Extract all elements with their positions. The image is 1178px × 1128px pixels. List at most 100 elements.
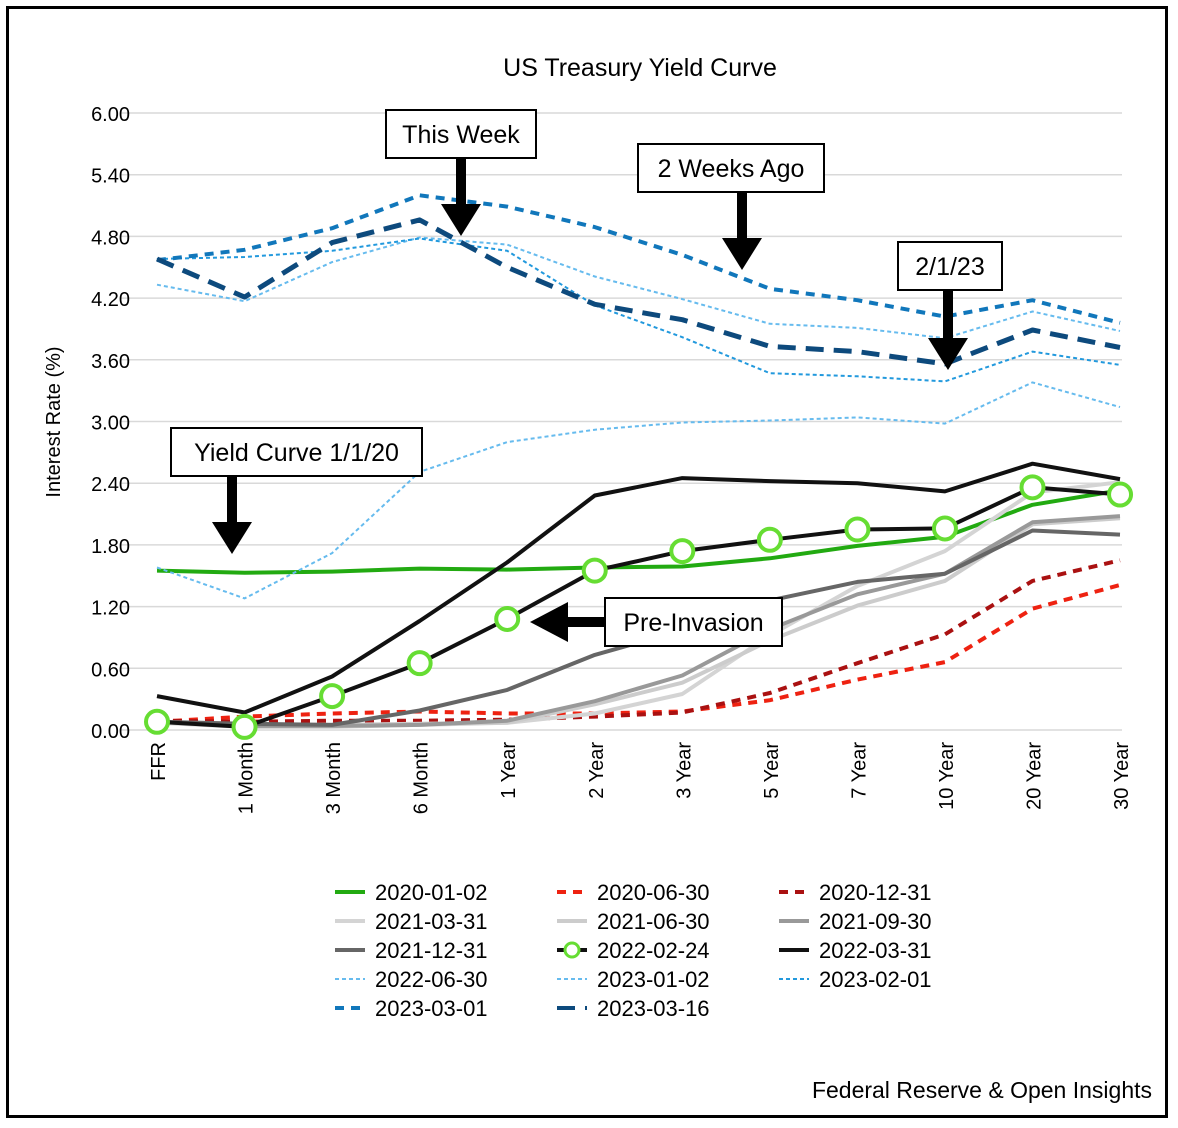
legend-item-2021-03-31: 2021-03-31 — [335, 909, 488, 934]
series-line-2020-12-31 — [156, 558, 1121, 724]
legend-label: 2021-03-31 — [375, 909, 488, 934]
x-tick-label: 30 Year — [1111, 742, 1133, 810]
series-marker-2022-02-24 — [231, 713, 258, 740]
annotation-arrow-head — [722, 238, 762, 270]
series-markers — [144, 474, 1134, 740]
y-tick-label: 1.80 — [91, 536, 130, 558]
annotation-arrow-shaft — [566, 617, 605, 627]
y-tick-label: 3.00 — [91, 413, 130, 435]
legend-item-2023-03-01: 2023-03-01 — [335, 996, 488, 1021]
legend-item-2020-01-02: 2020-01-02 — [335, 880, 488, 905]
legend-item-2021-09-30: 2021-09-30 — [779, 909, 932, 934]
y-tick-label: 3.60 — [91, 351, 130, 373]
series-lines — [156, 193, 1121, 729]
annotation-arrow-head — [530, 602, 568, 642]
legend-item-2022-03-31: 2022-03-31 — [779, 938, 932, 963]
annotation-arrow-shaft — [943, 290, 953, 340]
series-marker-2022-02-24 — [144, 708, 170, 735]
legend-item-2021-12-31: 2021-12-31 — [335, 938, 488, 963]
x-tick-label: 20 Year — [1024, 742, 1046, 810]
legend-label: 2020-12-31 — [819, 880, 932, 905]
series-marker-2022-02-24 — [1019, 474, 1046, 501]
legend-label: 2023-03-01 — [375, 996, 488, 1021]
series-line-2023-03-16 — [156, 217, 1121, 367]
y-tick-label: 5.40 — [91, 166, 130, 188]
series-marker-2022-02-24 — [756, 526, 783, 553]
legend-label: 2023-01-02 — [597, 967, 710, 992]
y-axis-ticks: 0.00 0.60 1.20 1.80 2.40 3.00 3.60 4.20 4.80 5.40… — [91, 104, 130, 743]
legend-marker — [563, 941, 581, 959]
series-line-2023-01-02 — [156, 236, 1121, 340]
series-marker-2022-02-24 — [406, 650, 433, 677]
series-marker-2022-02-24 — [319, 683, 346, 710]
series-line-2022-03-31 — [156, 461, 1121, 715]
y-tick-label: 4.20 — [91, 289, 130, 311]
annotation-arrow-head — [441, 204, 481, 236]
legend-item-2020-12-31: 2020-12-31 — [779, 880, 932, 905]
y-tick-label: 4.80 — [91, 227, 130, 249]
legend: 2020-01-02 2020-06-30 2020-12-31 2021-03-31… — [335, 880, 932, 1021]
annotation-arrow-shaft — [737, 192, 747, 240]
series-marker-2022-02-24 — [931, 515, 958, 542]
y-tick-label: 0.00 — [91, 721, 130, 743]
y-tick-label: 2.40 — [91, 474, 130, 496]
legend-item-2020-06-30: 2020-06-30 — [557, 880, 710, 905]
chart-title: US Treasury Yield Curve — [503, 54, 777, 82]
annotation-3: Yield Curve 1/1/20 — [170, 427, 423, 554]
annotation-arrow-shaft — [227, 476, 237, 524]
y-tick-label: 6.00 — [91, 104, 130, 126]
series-marker-2022-02-24 — [1107, 481, 1134, 508]
annotation-text: This Week — [402, 121, 520, 149]
legend-label: 2023-02-01 — [819, 967, 932, 992]
legend-item-2022-06-30: 2022-06-30 — [335, 967, 488, 992]
legend-label: 2023-03-16 — [597, 996, 710, 1021]
annotation-4: Pre-Invasion — [530, 597, 783, 647]
x-tick-label: 10 Year — [936, 742, 958, 810]
annotation-arrow-head — [928, 338, 968, 370]
annotation-arrow-head — [212, 522, 252, 554]
annotations: This Week 2 Weeks Ago 2/1/23 Yield Curve 1/… — [170, 109, 1003, 647]
annotation-box — [637, 143, 825, 193]
x-tick-label: 1 Month — [236, 742, 258, 814]
series-line-2023-02-01 — [156, 237, 1121, 383]
annotation-1: 2 Weeks Ago — [637, 143, 825, 270]
series-marker-2022-02-24 — [844, 516, 871, 543]
series-line-2023-03-01 — [156, 193, 1121, 325]
y-tick-label: 1.20 — [91, 598, 130, 620]
series-marker-2022-02-24 — [581, 557, 608, 584]
annotation-text: Pre-Invasion — [623, 609, 763, 637]
annotation-2: 2/1/23 — [897, 241, 1003, 370]
annotation-box — [897, 241, 1003, 291]
x-tick-label: 3 Year — [673, 742, 695, 799]
annotation-box — [385, 109, 537, 159]
legend-label: 2022-02-24 — [597, 938, 710, 963]
legend-item-2021-06-30: 2021-06-30 — [557, 909, 710, 934]
y-tick-label: 0.60 — [91, 659, 130, 681]
annotation-box — [170, 427, 423, 477]
x-tick-label: FFR — [148, 742, 170, 781]
series-line-2022-06-30 — [156, 381, 1121, 600]
x-tick-label: 2 Year — [586, 742, 608, 799]
x-tick-label: 7 Year — [848, 742, 870, 799]
legend-label: 2021-12-31 — [375, 938, 488, 963]
annotation-arrow-shaft — [456, 158, 466, 206]
annotation-0: This Week — [385, 109, 537, 236]
annotation-text: 2 Weeks Ago — [658, 155, 805, 183]
legend-label: 2022-06-30 — [375, 967, 488, 992]
series-marker-2022-02-24 — [494, 605, 521, 632]
legend-label: 2021-06-30 — [597, 909, 710, 934]
legend-item-2023-01-02: 2023-01-02 — [557, 967, 710, 992]
legend-label: 2020-01-02 — [375, 880, 488, 905]
series-line-2020-06-30 — [156, 583, 1121, 724]
x-tick-label: 1 Year — [498, 742, 520, 799]
source-credit: Federal Reserve & Open Insights — [812, 1077, 1152, 1103]
legend-label: 2021-09-30 — [819, 909, 932, 934]
legend-label: 2022-03-31 — [819, 938, 932, 963]
legend-label: 2020-06-30 — [597, 880, 710, 905]
legend-item-2022-02-24: 2022-02-24 — [557, 938, 710, 963]
x-tick-label: 3 Month — [323, 742, 345, 814]
x-tick-label: 5 Year — [761, 742, 783, 799]
series-line-2022-02-24 — [156, 485, 1121, 729]
legend-item-2023-02-01: 2023-02-01 — [779, 967, 932, 992]
